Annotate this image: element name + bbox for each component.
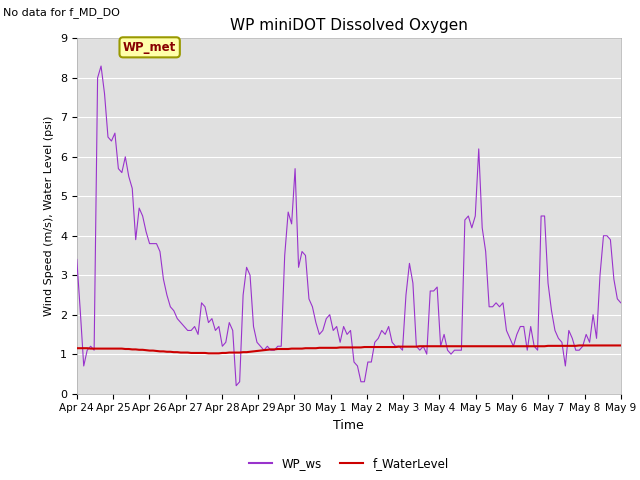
Title: WP miniDOT Dissolved Oxygen: WP miniDOT Dissolved Oxygen	[230, 18, 468, 33]
Y-axis label: Wind Speed (m/s), Water Level (psi): Wind Speed (m/s), Water Level (psi)	[44, 116, 54, 316]
Text: WP_met: WP_met	[123, 41, 176, 54]
Text: No data for f_MD_DO: No data for f_MD_DO	[3, 7, 120, 18]
X-axis label: Time: Time	[333, 419, 364, 432]
Legend: WP_ws, f_WaterLevel: WP_ws, f_WaterLevel	[244, 453, 454, 475]
